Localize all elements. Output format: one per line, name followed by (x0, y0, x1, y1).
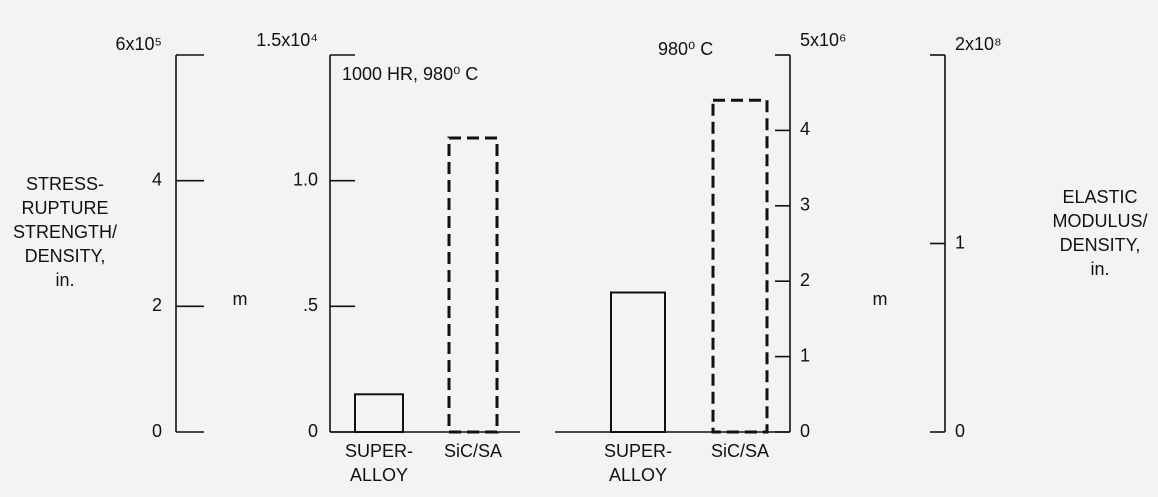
y-tick-label: 0 (308, 421, 318, 441)
y2-tick-label: 0 (152, 421, 162, 441)
y2-tick-label: 2 (152, 295, 162, 315)
y-axis-label: MODULUS/ (1052, 211, 1147, 231)
y-axis-label: STRESS- (26, 174, 104, 194)
y2-tick-label: 6x10⁵ (116, 34, 163, 54)
bar (447, 136, 499, 434)
unit-label: m (873, 289, 888, 309)
bar (711, 98, 769, 434)
y2-tick-label: 1 (955, 232, 965, 252)
x-tick-label: SUPER-ALLOY (604, 441, 672, 485)
y-tick-label: 2 (800, 270, 810, 290)
y-axis-label: in. (1090, 259, 1109, 279)
y-tick-label: 4 (800, 119, 810, 139)
bar (354, 393, 404, 433)
annotation: 1000 HR, 980⁰ C (342, 64, 478, 84)
y-tick-label: 1.5x10⁴ (256, 30, 318, 50)
unit-label: m (233, 289, 248, 309)
y-tick-label: 3 (800, 195, 810, 215)
x-tick-label: SUPER-ALLOY (345, 441, 413, 485)
y2-tick-label: 4 (152, 169, 162, 189)
bar (610, 291, 666, 434)
y-tick-label: .5 (303, 295, 318, 315)
annotation: 980⁰ C (658, 39, 713, 59)
y2-tick-label: 0 (955, 421, 965, 441)
y-axis-label: STRENGTH/ (13, 222, 117, 242)
x-tick-label: SiC/SA (444, 441, 502, 461)
y-tick-label: 0 (800, 421, 810, 441)
y2-tick-label: 2x10⁸ (955, 34, 1002, 54)
y-axis-label: DENSITY, (25, 246, 106, 266)
y-axis-label: ELASTIC (1062, 187, 1137, 207)
x-tick-label: SiC/SA (711, 441, 769, 461)
y-axis-label: in. (55, 270, 74, 290)
y-tick-label: 5x10⁶ (800, 30, 846, 50)
y-axis-label: RUPTURE (21, 198, 108, 218)
y-tick-label: 1.0 (293, 169, 318, 189)
y-tick-label: 1 (800, 345, 810, 365)
y-axis-label: DENSITY, (1060, 235, 1141, 255)
